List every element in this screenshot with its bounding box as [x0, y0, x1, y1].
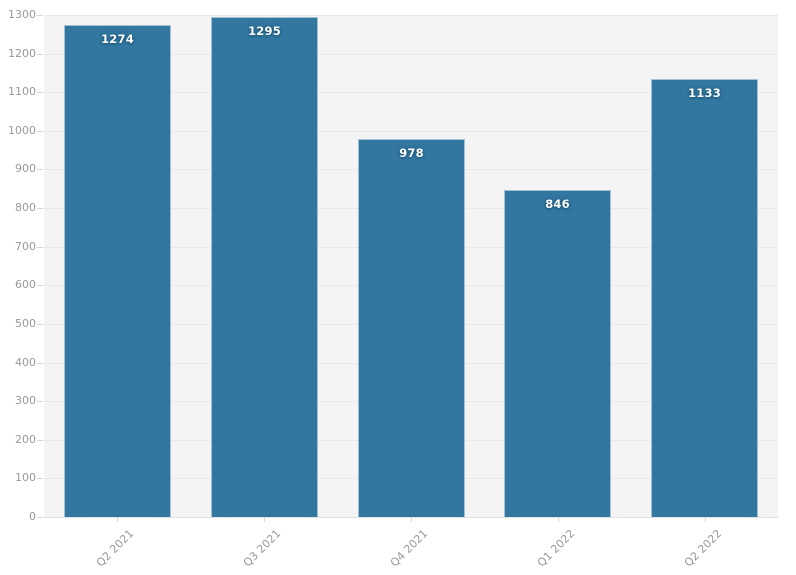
y-axis-tick	[37, 362, 43, 364]
y-axis-tick	[37, 285, 43, 287]
y-axis-tick	[37, 169, 43, 171]
y-axis-tick-label: 700	[15, 239, 36, 253]
y-axis-tick	[37, 323, 43, 325]
y-axis-tick	[37, 478, 43, 480]
y-axis-tick	[37, 208, 43, 210]
y-axis-tick-label: 1000	[8, 123, 36, 137]
gridline	[44, 130, 778, 132]
y-axis-tick-label: 1100	[8, 85, 36, 99]
y-axis-tick	[37, 92, 43, 94]
y-axis-tick	[37, 517, 43, 518]
plot-area: 1274 1295 978 846 1133	[44, 15, 778, 518]
gridline	[44, 53, 778, 55]
bar-q4-2021[interactable]: 978	[358, 139, 465, 517]
x-axis-tick	[411, 517, 412, 522]
y-axis-tick-label: 200	[15, 432, 36, 446]
gridline	[44, 92, 778, 94]
bar-value-label: 1295	[248, 24, 281, 38]
y-axis-tick-label: 300	[15, 394, 36, 408]
y-axis-tick-label: 900	[15, 162, 36, 176]
x-axis-category-label: Q1 2022	[534, 527, 578, 570]
x-axis-tick	[558, 517, 559, 522]
bar-value-label: 1274	[101, 32, 134, 46]
bar-value-label: 1133	[688, 86, 721, 100]
y-axis-tick	[37, 439, 43, 441]
y-axis-tick-label: 800	[15, 201, 36, 215]
y-axis-tick	[37, 130, 43, 132]
x-axis-tick	[264, 517, 265, 522]
x-axis-category-label: Q3 2021	[240, 527, 284, 570]
x-axis-tick	[117, 517, 118, 522]
y-axis-tick	[37, 53, 43, 55]
y-axis-tick-label: 1300	[8, 8, 36, 21]
y-axis-tick-label: 500	[15, 316, 36, 330]
gridline	[44, 15, 778, 16]
bar-value-label: 978	[399, 146, 424, 160]
y-axis-tick	[37, 246, 43, 248]
x-axis-category-label: Q2 2021	[93, 527, 137, 570]
y-axis-tick-label: 100	[15, 471, 36, 485]
bar-q3-2021[interactable]: 1295	[211, 17, 318, 517]
x-axis-tick	[705, 517, 706, 522]
y-axis-tick-label: 1200	[8, 46, 36, 60]
bar-value-label: 846	[545, 197, 570, 211]
y-axis-tick-label: 600	[15, 278, 36, 292]
y-axis-tick-label: 0	[29, 510, 36, 523]
y-axis-tick-label: 400	[15, 355, 36, 369]
x-axis-category-label: Q2 2022	[681, 527, 725, 570]
y-axis-tick	[37, 15, 43, 16]
bar-q2-2022[interactable]: 1133	[651, 79, 758, 517]
x-axis-category-label: Q4 2021	[387, 527, 431, 570]
bar-q2-2021[interactable]: 1274	[64, 25, 171, 517]
y-axis-tick	[37, 401, 43, 403]
bar-q1-2022[interactable]: 846	[504, 190, 611, 517]
